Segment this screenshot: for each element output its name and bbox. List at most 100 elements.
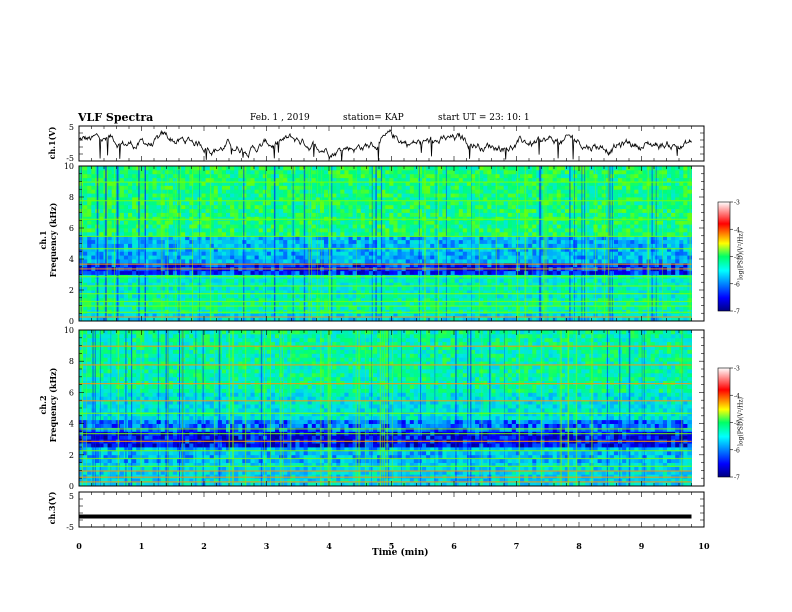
spectrogram-cell bbox=[348, 197, 353, 202]
spectrogram-cell bbox=[430, 231, 435, 237]
spectrogram-cell bbox=[123, 286, 129, 291]
spectrogram-cell bbox=[532, 208, 537, 213]
spectrogram-cell bbox=[544, 297, 549, 303]
spectrogram-cell bbox=[336, 305, 341, 310]
spectrogram-cell bbox=[193, 200, 198, 206]
spectrogram-cell bbox=[389, 297, 394, 303]
spectrogram-cell bbox=[675, 208, 680, 213]
spectrogram-cell bbox=[356, 301, 362, 306]
spectrogram-cell bbox=[622, 259, 627, 264]
spectrogram-cell bbox=[683, 309, 688, 314]
spectrogram-cell bbox=[634, 278, 639, 283]
spectrogram-cell bbox=[238, 290, 243, 295]
spectrogram-cell bbox=[360, 309, 366, 314]
spectrogram-cell bbox=[679, 313, 684, 318]
spectrogram-cell bbox=[258, 317, 264, 322]
spectrogram-cell bbox=[344, 212, 349, 217]
spectrogram-cell bbox=[283, 247, 288, 252]
spectrogram-cell bbox=[515, 243, 521, 248]
spectrogram-cell bbox=[675, 200, 680, 206]
spectrogram-cell bbox=[503, 286, 509, 291]
spectrogram-cell bbox=[430, 262, 435, 268]
spectrogram-cell bbox=[548, 293, 554, 299]
spectrogram-cell bbox=[426, 204, 431, 210]
spectrogram-cell bbox=[336, 220, 341, 225]
spectrogram-cell bbox=[654, 293, 660, 299]
spectrogram-cell bbox=[319, 270, 325, 275]
spectrogram-cell bbox=[569, 208, 574, 213]
spectrogram-cell bbox=[409, 297, 415, 303]
spectrogram-cell bbox=[524, 208, 529, 213]
spectrogram-cell bbox=[393, 270, 398, 275]
spectrogram-cell bbox=[119, 231, 125, 237]
spectrogram-cell bbox=[340, 278, 345, 283]
spectrogram-cell bbox=[381, 204, 386, 210]
spectrogram-cell bbox=[495, 305, 500, 310]
spectrogram-cell bbox=[430, 259, 435, 264]
spectrogram-cell bbox=[491, 309, 496, 314]
spectrogram-cell bbox=[307, 313, 313, 318]
spectrogram-cell bbox=[393, 212, 398, 217]
spectrogram-cell bbox=[630, 301, 635, 306]
spectrogram-cell bbox=[389, 228, 394, 233]
spectrogram-cell bbox=[164, 290, 170, 295]
spectrogram-cell bbox=[91, 270, 96, 275]
spectrogram-cell bbox=[442, 243, 447, 248]
spectrogram-cell bbox=[377, 270, 382, 275]
spectrogram-cell bbox=[242, 259, 247, 264]
spectrogram-cell bbox=[152, 282, 157, 287]
spectrogram-cell bbox=[564, 286, 570, 291]
spectrogram-cell bbox=[397, 305, 402, 310]
spectrogram-cell bbox=[491, 216, 496, 221]
spectrogram-cell bbox=[299, 282, 304, 287]
spectrogram-cell bbox=[438, 212, 443, 217]
spectrogram-cell bbox=[426, 309, 431, 314]
spectrogram-cell bbox=[213, 208, 219, 213]
spectrogram-cell bbox=[360, 239, 366, 244]
spectrogram-cell bbox=[552, 293, 558, 299]
spectrogram-cell bbox=[381, 197, 386, 202]
spectrogram-cell bbox=[556, 309, 562, 314]
spectrogram-cell bbox=[491, 197, 496, 202]
spectrogram-cell bbox=[324, 301, 329, 306]
spectrogram-cell bbox=[242, 197, 247, 202]
spectrogram-cell bbox=[650, 259, 656, 264]
spectrogram-cell bbox=[123, 262, 129, 268]
spectrogram-cell bbox=[454, 239, 460, 244]
spectrogram-cell bbox=[279, 220, 284, 225]
spectrogram-cell bbox=[250, 262, 255, 268]
spectrogram-cell bbox=[622, 270, 627, 275]
spectrogram-cell bbox=[413, 270, 419, 275]
spectrogram-cell bbox=[671, 290, 676, 295]
spectrogram-cell bbox=[597, 204, 603, 210]
spectrogram-cell bbox=[650, 235, 656, 241]
spectrogram-cell bbox=[91, 204, 96, 210]
spectrogram-cell bbox=[503, 290, 509, 295]
spectrogram-cell bbox=[466, 235, 472, 241]
spectrogram-cell bbox=[123, 235, 129, 241]
spectrogram-cell bbox=[287, 259, 292, 264]
spectrogram-cell bbox=[230, 212, 235, 217]
spectrogram-cell bbox=[454, 255, 460, 260]
spectrogram-cell bbox=[569, 278, 574, 283]
spectrogram-cell bbox=[450, 259, 456, 264]
spectrogram-cell bbox=[373, 193, 378, 198]
spectrogram-cell bbox=[381, 208, 386, 213]
spectrogram-cell bbox=[495, 255, 500, 260]
spectrogram-cell bbox=[332, 243, 337, 248]
spectrogram-cell bbox=[250, 200, 255, 206]
spectrogram-cell bbox=[577, 259, 582, 264]
spectrogram-cell bbox=[618, 293, 623, 299]
spectrogram-cell bbox=[409, 200, 415, 206]
spectrogram-cell bbox=[123, 208, 129, 213]
spectrogram-cell bbox=[226, 204, 231, 210]
spectrogram-cell bbox=[658, 208, 664, 213]
spectrogram-cell bbox=[573, 301, 578, 306]
spectrogram-cell bbox=[303, 208, 309, 213]
spectrogram-cell bbox=[626, 293, 631, 299]
spectrogram-cell bbox=[569, 224, 574, 229]
spectrogram-cell bbox=[475, 301, 480, 306]
spectrogram-cell bbox=[373, 270, 378, 275]
spectrogram-cell bbox=[667, 313, 672, 318]
spectrogram-cell bbox=[442, 197, 447, 202]
